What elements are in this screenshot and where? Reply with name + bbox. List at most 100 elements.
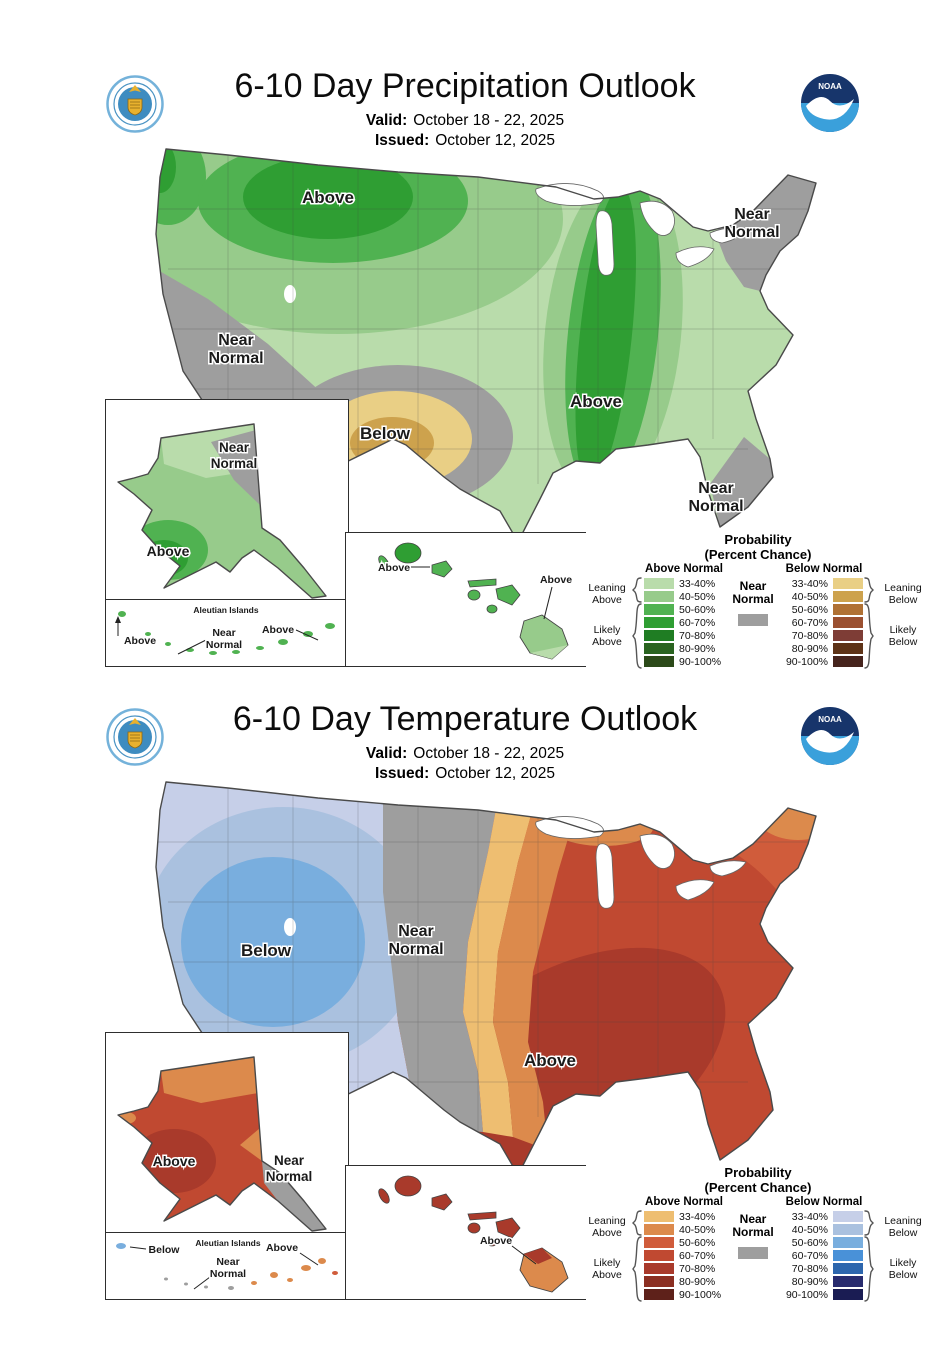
pointer-line [299,1252,319,1266]
eagle-icon [129,85,141,92]
legend-swatch [833,630,863,641]
legend-swatch [644,1211,674,1222]
pointer-line [193,1276,211,1290]
legend-range-label: 50-60% [679,603,716,616]
alaska-label-near-line1: Near [274,1153,305,1168]
legend-likely-below-label: Likely Below [888,624,918,648]
aleutian-island-below [116,1243,126,1249]
legend-above-normal-header: Above Normal [645,563,723,575]
alaska-band-40-50-west [118,1112,136,1124]
legend-swatch [833,1263,863,1274]
legend-swatch [833,1250,863,1261]
alaska-near-normal-panhandle [262,1161,326,1231]
aleutian-island [209,651,217,655]
alaska-near-normal-region [211,430,260,505]
label-near-normal-northeast-line2: Normal [724,224,779,241]
label-above-southeast: Above [570,392,622,411]
band-below-50-60-west [181,857,365,1027]
aleutian-island [278,639,288,645]
aleutian-island-above [318,1258,326,1264]
legend-range-label: 40-50% [679,1223,716,1236]
valid-value: October 18 - 22, 2025 [413,112,565,129]
hawaii-label-west: Above [378,562,410,574]
island-lanai [467,589,481,601]
alaska-outline [117,1056,327,1232]
legend-range-label: 80-90% [679,1275,716,1288]
seagull-icon [806,730,854,753]
legend-swatch [644,1289,674,1300]
alaska-label-near-line2: Normal [211,456,258,471]
temp-aleutian-inset: Below Aleutian Islands Near Normal Above [105,1232,349,1300]
label-near-normal-northeast-line1: Near [734,206,770,223]
island-oahu [431,560,453,578]
legend-swatch [833,1224,863,1235]
aleutian-island-above [270,1272,278,1278]
lake-erie [675,879,715,901]
pointer-line [129,1246,147,1250]
pointer-line [511,1245,537,1265]
precip-hawaii-map: Above Above [376,542,574,660]
aleutian-island [118,611,126,617]
legend-range-label: 70-80% [679,629,716,642]
aleutian-island [204,1285,208,1289]
legend-title: Probability (Percent Chance) [586,532,930,562]
issued-value: October 12, 2025 [435,765,556,782]
aleutian-island-above [251,1281,257,1285]
label-near-normal-plains-line2: Normal [388,941,443,958]
precip-aleutian-map: Aleutian Islands Above Near Normal Above [115,604,335,655]
legend-swatch [644,656,674,667]
island-niihau [378,555,390,571]
legend-range-label: 70-80% [679,1262,716,1275]
noaa-logo-text: NOAA [818,715,842,724]
legend-title-line1: Probability [724,532,792,547]
island-kauai [394,542,422,564]
label-near-normal-plains-line1: Near [398,923,434,940]
brace-icon [864,603,874,669]
brace-icon [864,1210,874,1236]
aleutian-island [228,1286,234,1290]
label-near-normal-florida-line2: Normal [688,498,743,515]
label-below-southwest: Below [360,424,411,443]
alaska-label-near-line1: Near [219,440,250,455]
island-kauai [394,1175,422,1197]
arrow-up-icon [115,616,121,623]
noaa-logo: NOAA [801,707,859,765]
temp-hawaii-map: Above [378,1175,569,1293]
temperature-outlook-panel: NOAA 6-10 Day Temperature Outlook Valid:… [0,688,930,1321]
legend-likely-above-label: Likely Above [592,1257,622,1281]
state-borders [158,149,816,509]
precip-alaska-map: Near Normal Above [117,423,327,599]
aleutian-island [186,648,194,652]
state-borders [158,782,816,1142]
legend-range-label: 40-50% [679,590,716,603]
legend-swatch [644,591,674,602]
legend-range-label: 33-40% [791,1210,828,1223]
legend-range-label: 33-40% [679,1210,716,1223]
aleutian-island [145,632,151,636]
lake-ontario [709,860,747,877]
legend-title-line1: Probability [724,1165,792,1180]
valid-value: October 18 - 22, 2025 [413,745,565,762]
legend-swatch [644,578,674,589]
legend-title-line2: (Percent Chance) [704,1180,812,1195]
seagull-icon [806,97,854,120]
legend-above-swatches: 33-40% 40-50% 50-60% 60-70% 70-80% 80-90… [644,577,721,668]
issued-label: Issued: [374,132,430,149]
legend-range-label: 90-100% [785,1288,828,1301]
label-near-normal-west-line2: Normal [208,350,263,367]
shield-icon [127,731,143,749]
band-above-60-70-rockies [243,155,413,239]
legend-title: Probability (Percent Chance) [586,1165,930,1195]
precip-page-title: 6-10 Day Precipitation Outlook [234,67,696,105]
aleutian-label-center-line2: Normal [210,1268,246,1280]
precip-dates: Valid: October 18 - 22, 2025 Issued: Octob… [0,111,930,151]
noaa-logo: NOAA [801,74,859,132]
legend-swatch [833,1237,863,1248]
shield-icon [127,98,143,116]
legend-below-normal-header: Below Normal [785,563,863,575]
legend-swatch [833,656,863,667]
near-normal-region-florida [710,437,773,527]
legend-range-label: 33-40% [679,577,716,590]
aleutian-island [164,1277,168,1281]
alaska-band-40-50-east [240,1128,262,1161]
